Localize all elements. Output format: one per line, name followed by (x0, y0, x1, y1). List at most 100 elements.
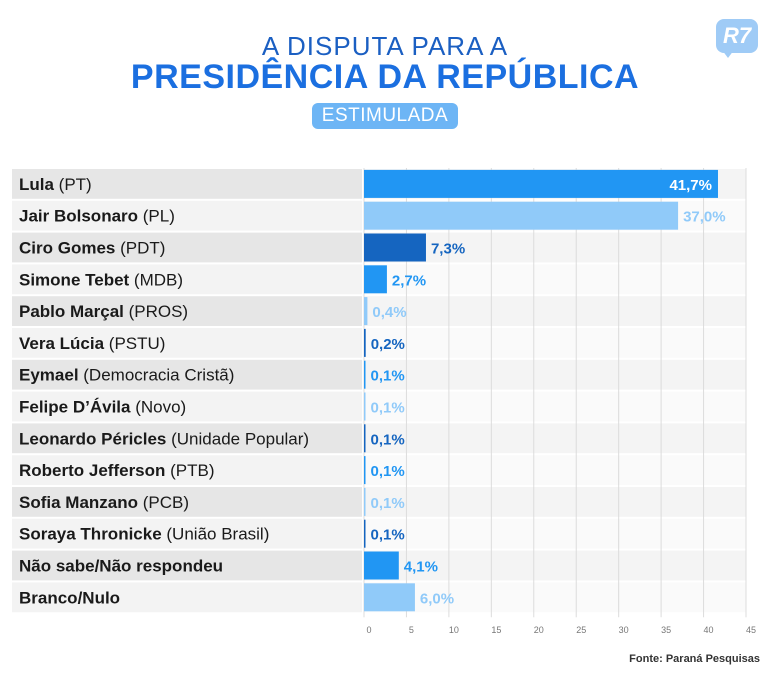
category-name: Jair Bolsonaro (19, 207, 138, 226)
category-label: Sofia Manzano (PCB) (19, 493, 189, 512)
category-label: Simone Tebet (MDB) (19, 270, 183, 289)
row-label-bg (12, 200, 362, 231)
value-label: 0,1% (371, 495, 405, 512)
bar (364, 233, 426, 262)
category-party: (PTB) (165, 461, 214, 480)
x-tick-label: 35 (661, 625, 671, 635)
bar (364, 297, 368, 326)
row-label-bg (12, 264, 362, 295)
row-label-bg (12, 169, 362, 199)
row-plot-bg (364, 455, 746, 485)
bar (364, 392, 366, 421)
value-label: 6,0% (420, 590, 454, 607)
category-party: (Novo) (130, 398, 186, 417)
category-name: Leonardo Péricles (19, 429, 166, 448)
value-label: 41,7% (669, 177, 712, 194)
x-tick-label: 40 (704, 625, 714, 635)
category-party: (PSTU) (104, 334, 165, 353)
category-label: Roberto Jefferson (PTB) (19, 461, 215, 480)
category-name: Soraya Thronicke (19, 525, 162, 544)
category-party: (Unidade Popular) (166, 429, 309, 448)
category-party: (PCB) (138, 493, 189, 512)
x-tick-label: 5 (409, 625, 414, 635)
row-label-bg (12, 232, 362, 263)
x-tick-label: 20 (534, 625, 544, 635)
bar (364, 360, 366, 389)
value-label: 0,1% (371, 368, 405, 385)
row-plot-bg (364, 423, 746, 454)
category-label: Ciro Gomes (PDT) (19, 239, 165, 258)
category-label: Branco/Nulo (19, 588, 120, 607)
category-name: Vera Lúcia (19, 334, 105, 353)
category-party: (PL) (138, 207, 175, 226)
value-label: 0,1% (371, 431, 405, 448)
category-label: Não sabe/Não respondeu (19, 557, 223, 576)
row-plot-bg (364, 232, 746, 263)
category-name: Simone Tebet (19, 270, 130, 289)
row-plot-bg (364, 328, 746, 358)
category-label: Vera Lúcia (PSTU) (19, 334, 165, 353)
row-plot-bg (364, 550, 746, 581)
row-plot-bg (364, 487, 746, 517)
row-plot-bg (364, 296, 746, 326)
category-name: Roberto Jefferson (19, 461, 165, 480)
x-tick-label: 25 (576, 625, 586, 635)
value-label: 0,4% (372, 304, 406, 321)
category-name: Sofia Manzano (19, 493, 138, 512)
category-label: Leonardo Péricles (Unidade Popular) (19, 429, 309, 448)
category-label: Pablo Marçal (PROS) (19, 302, 188, 321)
bar (364, 424, 366, 453)
bar (364, 487, 366, 516)
category-party: (PDT) (115, 239, 165, 258)
category-name: Ciro Gomes (19, 239, 115, 258)
value-label: 0,1% (371, 463, 405, 480)
row-label-bg (12, 550, 362, 581)
row-label-bg (12, 582, 362, 613)
bar (364, 328, 366, 357)
row-label-bg (12, 391, 362, 422)
title-line1: A DISPUTA PARA A (261, 31, 509, 61)
title-line2: PRESIDÊNCIA DA REPÚBLICA (130, 58, 640, 96)
x-tick-label: 0 (366, 625, 371, 635)
subtitle-badge: ESTIMULADA (311, 103, 459, 129)
bar (364, 583, 415, 612)
category-label: Soraya Thronicke (União Brasil) (19, 525, 269, 544)
category-name: Eymael (19, 366, 79, 385)
value-label: 0,2% (371, 336, 405, 353)
category-label: Jair Bolsonaro (PL) (19, 207, 175, 226)
category-name: Lula (19, 175, 54, 194)
category-name: Felipe D’Ávila (19, 398, 131, 417)
x-tick-label: 10 (449, 625, 459, 635)
row-label-bg (12, 487, 362, 517)
row-label-bg (12, 455, 362, 485)
row-plot-bg (364, 582, 746, 613)
value-label: 2,7% (392, 272, 426, 289)
row-plot-bg (364, 359, 746, 390)
bar (364, 265, 387, 294)
category-name: Pablo Marçal (19, 302, 124, 321)
row-label-bg (12, 518, 362, 549)
row-label-bg (12, 423, 362, 454)
row-label-bg (12, 359, 362, 390)
category-label: Felipe D’Ávila (Novo) (19, 398, 186, 417)
value-label: 0,1% (371, 400, 405, 417)
bar (364, 551, 399, 580)
category-party: (PT) (54, 175, 92, 194)
category-party: (Democracia Cristã) (79, 366, 235, 385)
category-name: Branco/Nulo (19, 588, 120, 607)
category-party: (União Brasil) (162, 525, 270, 544)
bar (364, 201, 679, 230)
x-tick-label: 30 (619, 625, 629, 635)
category-label: Eymael (Democracia Cristã) (19, 366, 234, 385)
category-label: Lula (PT) (19, 175, 92, 194)
bar (364, 456, 366, 485)
x-tick-label: 15 (491, 625, 501, 635)
r7-logo: R7 (716, 19, 758, 53)
value-label: 7,3% (431, 241, 465, 258)
row-label-bg (12, 296, 362, 326)
source-note: Fonte: Paraná Pesquisas (629, 653, 760, 665)
value-label: 4,1% (404, 559, 438, 576)
bar (364, 169, 718, 198)
subtitle-wrap: ESTIMULADA (0, 103, 770, 129)
